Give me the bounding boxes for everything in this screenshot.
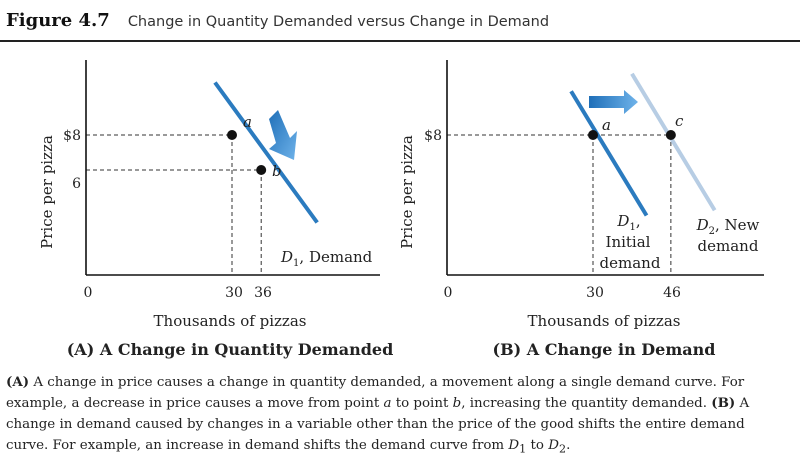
caption-b-tag: (B) <box>711 395 736 411</box>
caption-a-point-b: b <box>452 396 462 411</box>
panel-b-xtick-0: 0 <box>444 285 453 301</box>
panel-b-marks <box>447 72 717 275</box>
figure-header: Figure 4.7 Change in Quantity Demanded v… <box>6 10 549 36</box>
caption-a-tag: (A) <box>6 374 30 390</box>
panel-b-ytick-8: $8 <box>424 128 442 144</box>
figure-caption: (A) A change in price causes a change in… <box>6 372 786 460</box>
panel-a-ytick-6: 6 <box>72 176 81 192</box>
panel-b-point-c-label: c <box>675 112 684 130</box>
caption-b-text2: to <box>526 438 549 453</box>
panel-b: Price per pizza $8 0 30 46 a c D1, Initi… <box>398 60 764 359</box>
panel-a-point-a-label: a <box>243 113 252 131</box>
caption-b-text3: . <box>566 438 571 453</box>
panel-b-d2-label: D2, New <box>696 216 760 237</box>
panel-a-xlabel: Thousands of pizzas <box>154 312 307 330</box>
panel-b-point-a-label: a <box>602 116 611 134</box>
panel-b-d1-label: D1, <box>616 212 640 233</box>
panel-b-xtick-30: 30 <box>586 285 604 301</box>
shift-arrow-icon <box>589 90 638 114</box>
caption-a-text2: to point <box>391 396 453 411</box>
caption-a-text3: , increasing the quantity demanded. <box>461 396 712 411</box>
caption-d2: D <box>548 438 559 453</box>
caption-d1: D <box>508 438 520 453</box>
panel-a-xtick-0: 0 <box>84 285 93 301</box>
panel-b-point-c <box>665 130 676 140</box>
panel-a: Price per pizza $8 6 0 30 36 a b D1, Dem… <box>38 60 393 359</box>
panel-a-ytick-8: $8 <box>63 128 81 144</box>
panel-b-d2-label-line2: demand <box>698 237 759 255</box>
caption-a-point-a: a <box>383 396 392 411</box>
figure-number: Figure 4.7 <box>6 10 110 31</box>
panel-a-marks <box>86 81 319 275</box>
panel-a-curve-label: D1, Demand <box>280 248 373 269</box>
panel-b-demand-curve-1 <box>569 90 649 217</box>
panel-a-demand-curve-1 <box>213 81 319 224</box>
panel-b-point-a <box>588 130 599 140</box>
panel-a-point-b-label: b <box>272 162 282 180</box>
panel-b-axes <box>446 60 764 276</box>
panel-a-title: (A) A Change in Quantity Demanded <box>67 340 394 359</box>
panel-a-point-a <box>227 130 238 140</box>
panel-a-point-b <box>256 165 267 175</box>
caption-a-text1: A change in price causes a change in qua… <box>6 375 745 411</box>
panel-b-d1-label-line3: demand <box>600 254 661 272</box>
caption-d2-sub: 2 <box>558 442 567 456</box>
caption-d1-sub: 1 <box>519 442 527 456</box>
figure-title: Change in Quantity Demanded versus Chang… <box>127 14 550 30</box>
panel-b-d1-label-line2: Initial <box>606 233 651 251</box>
header-rule <box>0 40 800 42</box>
panel-b-xlabel: Thousands of pizzas <box>528 312 681 330</box>
panel-a-xtick-30: 30 <box>225 285 243 301</box>
caption-b-text1: A change in demand caused by changes in … <box>6 396 750 453</box>
panel-b-xtick-46: 46 <box>663 285 681 301</box>
panel-b-title: (B) A Change in Demand <box>493 340 716 359</box>
panel-b-ylabel: Price per pizza <box>398 135 416 249</box>
panel-b-demand-curve-2 <box>630 72 717 212</box>
panel-a-xtick-36: 36 <box>254 285 272 301</box>
charts-canvas: Price per pizza $8 6 0 30 36 a b D1, Dem… <box>38 60 764 359</box>
panel-a-axes <box>85 60 380 276</box>
movement-arrow-icon <box>269 110 297 160</box>
panel-a-ylabel: Price per pizza <box>38 135 56 249</box>
